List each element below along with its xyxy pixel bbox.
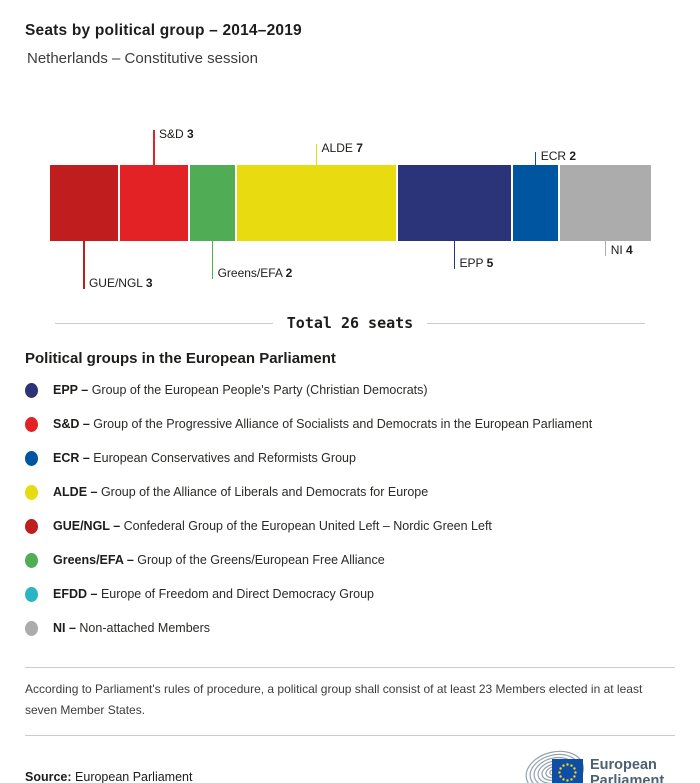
total-seats-divider: Total 26 seats (55, 314, 645, 332)
legend-dot-greens-efa (25, 552, 38, 568)
legend-item-s-d: S&D – Group of the Progressive Alliance … (25, 407, 675, 441)
legend-item-efdd: EFDD – Europe of Freedom and Direct Demo… (25, 577, 675, 611)
eu-flag-icon (552, 759, 583, 783)
source-divider (25, 735, 675, 736)
callout-line-gue-ngl (83, 241, 85, 289)
legend-list: EPP – Group of the European People's Par… (25, 373, 675, 645)
legend-item-gue-ngl: GUE/NGL – Confederal Group of the Europe… (25, 509, 675, 543)
callout-line-alde (315, 144, 318, 165)
footer: Source: European Parliament European (25, 746, 675, 783)
legend-item-epp: EPP – Group of the European People's Par… (25, 373, 675, 407)
bar-segment-alde (237, 165, 396, 241)
legend-label: ECR – European Conservatives and Reformi… (53, 451, 356, 465)
bar-segment-ecr (513, 165, 559, 241)
callout-label-ni: NI 4 (610, 243, 633, 257)
callout-line-epp (453, 241, 456, 269)
callout-line-ecr (534, 152, 537, 165)
source-value: European Parliament (75, 770, 193, 783)
legend-label: EPP – Group of the European People's Par… (53, 383, 428, 397)
legend-label: S&D – Group of the Progressive Alliance … (53, 417, 593, 431)
bar-segment-greens-efa (189, 165, 236, 241)
callout-label-gue-ngl: GUE/NGL 3 (88, 276, 153, 290)
footnote-divider (25, 667, 675, 668)
divider-line-right (427, 322, 645, 324)
legend-item-ecr: ECR – European Conservatives and Reformi… (25, 441, 675, 475)
ep-logo-text-line1: European (590, 757, 657, 773)
legend-dot-ecr (25, 450, 38, 466)
callout-label-epp: EPP 5 (459, 256, 494, 270)
bar-segment-gue-ngl (50, 165, 118, 241)
european-parliament-logo: European Parliament (525, 746, 675, 783)
ep-logo-graphic: European Parliament (525, 750, 664, 783)
legend-dot-ni (25, 620, 38, 636)
page-subtitle: Netherlands – Constitutive session (27, 50, 258, 67)
callout-label-alde: ALDE 7 (321, 141, 363, 155)
legend-label: ALDE – Group of the Alliance of Liberals… (53, 485, 429, 499)
callout-label-greens-efa: Greens/EFA 2 (217, 266, 293, 280)
legend-heading: Political groups in the European Parliam… (25, 350, 336, 367)
total-seats-label: Total 26 seats (286, 314, 414, 332)
callout-label-s-d: S&D 3 (158, 127, 194, 141)
legend-label: GUE/NGL – Confederal Group of the Europe… (53, 519, 492, 533)
legend-dot-efdd (25, 586, 38, 602)
source-label: Source: (25, 770, 72, 783)
bar-segment-ni (560, 165, 651, 241)
legend-label: Greens/EFA – Group of the Greens/Europea… (53, 553, 385, 567)
callout-label-ecr: ECR 2 (540, 149, 577, 163)
ep-logo-text-line2: Parliament (590, 773, 664, 783)
legend-label: EFDD – Europe of Freedom and Direct Demo… (53, 587, 374, 601)
legend-label: NI – Non-attached Members (53, 621, 211, 635)
bar-segment-epp (397, 165, 512, 241)
callout-line-greens-efa (211, 241, 214, 279)
legend-item-alde: ALDE – Group of the Alliance of Liberals… (25, 475, 675, 509)
legend-item-greens-efa: Greens/EFA – Group of the Greens/Europea… (25, 543, 675, 577)
divider-line-left (55, 322, 273, 324)
page-title: Seats by political group – 2014–2019 (25, 22, 302, 39)
callout-line-s-d (153, 130, 155, 165)
source-line: Source: European Parliament (25, 770, 192, 783)
legend-dot-alde (25, 484, 38, 500)
bar-segment-s-d (119, 165, 188, 241)
seats-stacked-bar-chart: GUE/NGL 3 S&D 3 Greens/EFA 2 ALDE 7 EPP 5 ECR… (0, 112, 700, 302)
callout-line-ni (604, 241, 607, 256)
legend-dot-gue-ngl (25, 518, 38, 534)
legend-dot-epp (25, 382, 38, 398)
footnote-text: According to Parliament's rules of proce… (25, 682, 643, 717)
legend-dot-s-d (25, 416, 38, 432)
legend-item-ni: NI – Non-attached Members (25, 611, 675, 645)
